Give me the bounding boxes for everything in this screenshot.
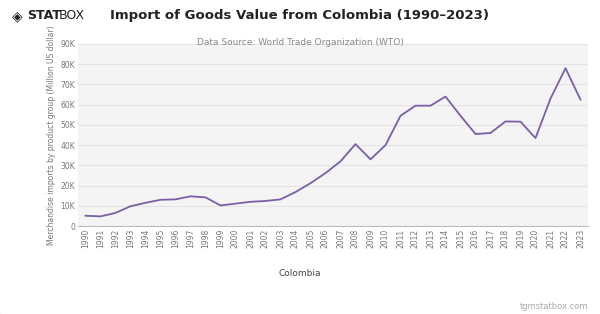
Text: ◈: ◈ bbox=[12, 9, 23, 24]
Y-axis label: Merchandise imports by product group (Million US dollar): Merchandise imports by product group (Mi… bbox=[47, 25, 56, 245]
Text: Data Source: World Trade Organization (WTO): Data Source: World Trade Organization (W… bbox=[197, 38, 403, 47]
Text: Colombia: Colombia bbox=[279, 269, 321, 278]
Text: STAT: STAT bbox=[27, 9, 61, 22]
Text: BOX: BOX bbox=[59, 9, 85, 22]
Text: Import of Goods Value from Colombia (1990–2023): Import of Goods Value from Colombia (199… bbox=[110, 9, 490, 22]
Text: tgmstatbox.com: tgmstatbox.com bbox=[520, 302, 588, 311]
